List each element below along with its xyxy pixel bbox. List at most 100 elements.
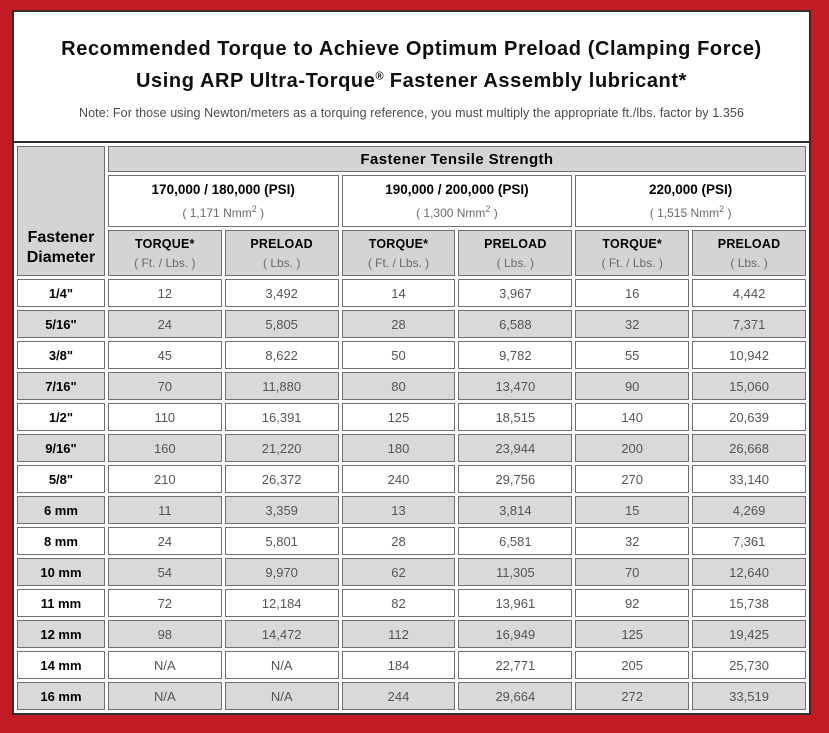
title-line2: Using ARP Ultra-Torque® Fastener Assembl…: [135, 70, 688, 92]
fastener-diameter-cell: 9/16": [17, 434, 105, 462]
table-row: 3/8" 45 8,622 50 9,782 55 10,942: [17, 341, 806, 369]
fastener-diameter-cell: 5/8": [17, 465, 105, 493]
preload-value-cell: 21,220: [224, 434, 339, 462]
torque-value-cell: 32: [575, 527, 690, 555]
torque-table-area: Fastener Diameter Fastener Tensile Stren…: [14, 141, 809, 713]
torque-value-cell: 32: [575, 310, 690, 338]
fastener-diameter-cell: 1/2": [17, 403, 105, 431]
table-row: 16 mm N/A N/A 244 29,664 272 33,519: [17, 682, 806, 710]
torque-value-cell: 98: [107, 620, 222, 648]
nmm-label: ( 1,515 Nmm2 ): [649, 204, 732, 220]
preload-value-cell: 3,967: [458, 279, 573, 307]
table-body: 1/4" 12 3,492 14 3,967 16 4,442 5/16" 24 5,805 28 6…: [17, 279, 806, 710]
torque-value-cell: 82: [341, 589, 456, 617]
fastener-diameter-cell: 11 mm: [17, 589, 105, 617]
preload-value-cell: 12,184: [224, 589, 339, 617]
table-row: 7/16" 70 11,880 80 13,470 90 15,060: [17, 372, 806, 400]
torque-column-header: TORQUE* ( Ft. / Lbs. ): [107, 230, 222, 276]
preload-value-cell: 6,588: [458, 310, 573, 338]
torque-value-cell: 70: [575, 558, 690, 586]
preload-value-cell: 12,640: [692, 558, 806, 586]
tensile-strength-header: Fastener Tensile Strength: [107, 146, 806, 172]
preload-value-cell: 5,801: [224, 527, 339, 555]
preload-column-header-unit: ( Lbs. ): [262, 255, 301, 270]
torque-column-header-unit: ( Ft. / Lbs. ): [367, 255, 430, 270]
preload-value-cell: 3,359: [224, 496, 339, 524]
torque-value-cell: 45: [107, 341, 222, 369]
content-panel: Recommended Torque to Achieve Optimum Pr…: [12, 10, 811, 715]
torque-value-cell: 70: [107, 372, 222, 400]
psi-header-row: 170,000 / 180,000 (PSI) ( 1,171 Nmm2 ) 190…: [17, 175, 806, 227]
preload-value-cell: 11,305: [458, 558, 573, 586]
torque-table: Fastener Diameter Fastener Tensile Stren…: [14, 143, 809, 713]
torque-column-header: TORQUE* ( Ft. / Lbs. ): [341, 230, 456, 276]
note-text: Note: For those using Newton/meters as a…: [78, 106, 744, 120]
torque-value-cell: 62: [341, 558, 456, 586]
preload-column-header: PRELOAD ( Lbs. ): [458, 230, 573, 276]
torque-value-cell: N/A: [107, 682, 222, 710]
torque-value-cell: 28: [341, 310, 456, 338]
fastener-diameter-cell: 1/4": [17, 279, 105, 307]
preload-value-cell: 22,771: [458, 651, 573, 679]
preload-value-cell: 3,814: [458, 496, 573, 524]
table-row: 8 mm 24 5,801 28 6,581 32 7,361: [17, 527, 806, 555]
torque-value-cell: N/A: [107, 651, 222, 679]
torque-value-cell: 80: [341, 372, 456, 400]
torque-value-cell: 11: [107, 496, 222, 524]
torque-column-header: TORQUE* ( Ft. / Lbs. ): [575, 230, 690, 276]
strength-group-header: 170,000 / 180,000 (PSI) ( 1,171 Nmm2 ): [107, 175, 339, 227]
preload-value-cell: 13,961: [458, 589, 573, 617]
preload-value-cell: 4,269: [692, 496, 806, 524]
preload-value-cell: 29,756: [458, 465, 573, 493]
preload-value-cell: 33,519: [692, 682, 806, 710]
torque-value-cell: 272: [575, 682, 690, 710]
preload-value-cell: 26,372: [224, 465, 339, 493]
preload-value-cell: 25,730: [692, 651, 806, 679]
table-row: 9/16" 160 21,220 180 23,944 200 26,668: [17, 434, 806, 462]
torque-value-cell: 13: [341, 496, 456, 524]
preload-value-cell: 29,664: [458, 682, 573, 710]
table-row: 1/2" 110 16,391 125 18,515 140 20,639: [17, 403, 806, 431]
preload-value-cell: N/A: [224, 651, 339, 679]
torque-value-cell: 210: [107, 465, 222, 493]
page-title: Recommended Torque to Achieve Optimum Pr…: [14, 33, 809, 97]
preload-value-cell: 33,140: [692, 465, 806, 493]
torque-column-header-unit: ( Ft. / Lbs. ): [601, 255, 663, 270]
table-row: 14 mm N/A N/A 184 22,771 205 25,730: [17, 651, 806, 679]
torque-value-cell: 184: [341, 651, 456, 679]
tensile-header-row: Fastener Diameter Fastener Tensile Stren…: [17, 146, 806, 276]
preload-column-header-label: PRELOAD: [484, 236, 547, 251]
preload-value-cell: 15,060: [692, 372, 806, 400]
table-row: 11 mm 72 12,184 82 13,961 92 15,738: [17, 589, 806, 617]
torque-value-cell: 140: [575, 403, 690, 431]
table-row: 12 mm 98 14,472 112 16,949 125 19,425: [17, 620, 806, 648]
preload-value-cell: 20,639: [692, 403, 806, 431]
torque-column-header-label: TORQUE*: [368, 236, 429, 251]
torque-value-cell: 270: [575, 465, 690, 493]
preload-value-cell: 6,581: [458, 527, 573, 555]
preload-value-cell: 5,805: [224, 310, 339, 338]
torque-value-cell: 55: [575, 341, 690, 369]
fastener-diameter-cell: 8 mm: [17, 527, 105, 555]
table-row: 5/8" 210 26,372 240 29,756 270 33,140: [17, 465, 806, 493]
torque-value-cell: 90: [575, 372, 690, 400]
nmm-superscript: 2: [719, 204, 725, 214]
preload-column-header-label: PRELOAD: [717, 236, 781, 251]
torque-column-header-label: TORQUE*: [135, 236, 195, 251]
torque-value-cell: 16: [575, 279, 690, 307]
torque-column-header-unit: ( Ft. / Lbs. ): [134, 255, 196, 270]
preload-value-cell: 13,470: [458, 372, 573, 400]
psi-label: 170,000 / 180,000 (PSI): [151, 182, 295, 197]
preload-value-cell: 18,515: [458, 403, 573, 431]
preload-value-cell: 9,970: [224, 558, 339, 586]
torque-value-cell: 200: [575, 434, 690, 462]
preload-value-cell: 11,880: [224, 372, 339, 400]
preload-value-cell: 7,361: [692, 527, 806, 555]
torque-value-cell: 24: [107, 527, 222, 555]
preload-value-cell: 7,371: [692, 310, 806, 338]
torque-value-cell: 125: [341, 403, 456, 431]
preload-value-cell: 3,492: [224, 279, 339, 307]
torque-value-cell: 180: [341, 434, 456, 462]
fastener-diameter-corner-header: Fastener Diameter: [17, 146, 105, 276]
fastener-diameter-cell: 7/16": [17, 372, 105, 400]
